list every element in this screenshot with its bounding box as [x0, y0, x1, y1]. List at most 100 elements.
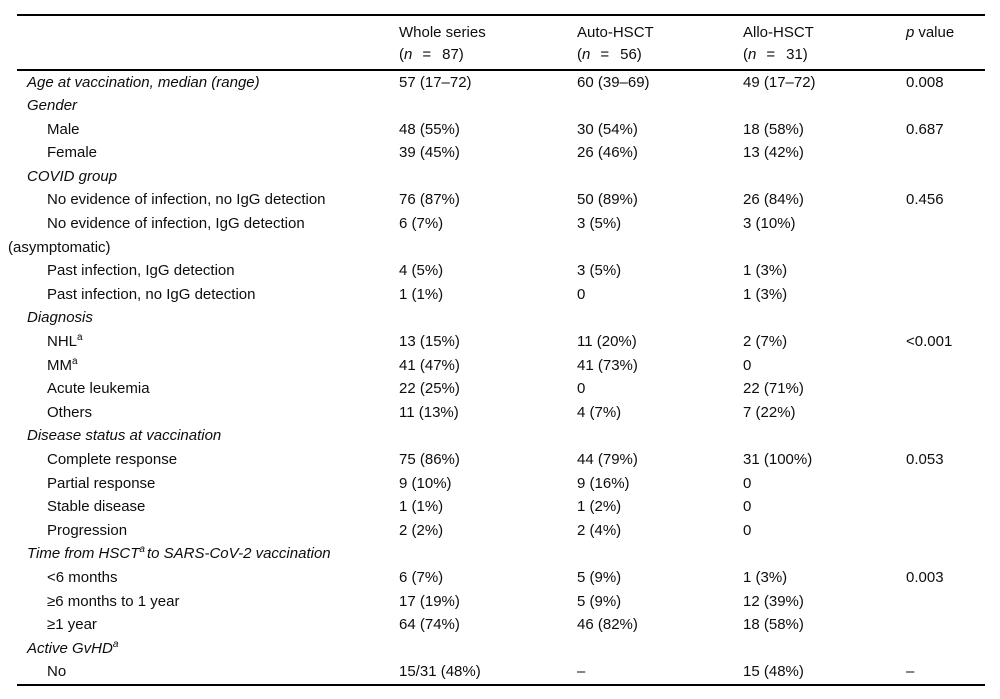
cell-value: [577, 236, 743, 260]
table-row: Age at vaccination, median (range) 57 (17…: [0, 71, 1000, 95]
row-label: No evidence of infection, IgG detection: [0, 212, 399, 236]
cell-value: [743, 165, 906, 189]
cell-value: [743, 542, 906, 566]
cell-value: 9 (10%): [399, 474, 452, 492]
row-label: Progression: [0, 519, 399, 543]
row-label-text: No: [47, 663, 67, 681]
row-label: Partial response: [0, 472, 399, 496]
column-title: Auto-HSCT: [577, 23, 654, 41]
cell-value: [906, 236, 1000, 260]
cell-value: 31 (100%): [743, 451, 813, 468]
cell-value: 1 (3%): [743, 568, 788, 586]
cell-value: 15/31 (48%): [399, 663, 481, 681]
table-top-rule: [17, 14, 985, 16]
row-label: ≥1 year: [0, 613, 399, 637]
cell-value: 11 (13%): [399, 403, 459, 421]
table-row: Partial response 9 (10%) 9 (16%) 0: [0, 472, 1000, 496]
row-label: NHLa: [0, 330, 399, 354]
row-label-text: No evidence of infection, no IgG detecti…: [47, 191, 326, 209]
row-label-text: Past infection, no IgG detection: [47, 285, 256, 303]
row-label-text: ≥6 months to 1 year: [47, 592, 180, 610]
section-row: Active GvHDa: [0, 637, 1000, 661]
section-row: Disease status at vaccination: [0, 424, 1000, 448]
cell-value: [399, 94, 577, 118]
cell-value: [906, 613, 1000, 637]
cell-value: 0: [743, 521, 752, 539]
section-row: Gender: [0, 94, 1000, 118]
cell-value: [906, 542, 1000, 566]
cell-value: [399, 637, 577, 661]
table-row: No evidence of infection, IgG detection 6…: [0, 212, 1000, 236]
cell-value: [906, 94, 1000, 118]
column-header-whole-series: Whole series (n = 87): [399, 22, 577, 66]
cell-value: [577, 165, 743, 189]
p-value-label: value: [918, 23, 955, 41]
row-label-text: <6 months: [47, 568, 118, 586]
row-label-text: Progression: [47, 521, 128, 539]
cell-value: [906, 259, 1000, 283]
row-label: No evidence of infection, no IgG detecti…: [0, 188, 399, 212]
row-label-text: Stable disease: [47, 498, 146, 516]
row-label-text: Male: [47, 120, 80, 138]
cell-value: 0.053: [906, 451, 944, 468]
cell-value: 22 (71%): [743, 380, 804, 398]
cell-value: [906, 495, 1000, 519]
row-label: Gender: [0, 94, 399, 118]
row-label: <6 months: [0, 566, 399, 590]
cell-value: [399, 306, 577, 330]
row-label: Age at vaccination, median (range): [0, 71, 399, 95]
row-label: MMa: [0, 354, 399, 378]
cell-value: 46 (82%): [577, 616, 638, 634]
row-label-text: Past infection, IgG detection: [47, 262, 235, 280]
cell-value: 15 (48%): [743, 663, 804, 681]
table-row: Stable disease 1 (1%) 1 (2%) 0: [0, 495, 1000, 519]
table-row: (asymptomatic): [0, 236, 1000, 260]
row-label-text: Acute leukemia: [47, 380, 150, 398]
cell-value: 4 (5%): [399, 262, 444, 280]
table-row: ≥6 months to 1 year 17 (19%) 5 (9%) 12 (39%…: [0, 590, 1000, 614]
column-header-allo-hsct: Allo-HSCT (n = 31): [743, 22, 906, 66]
cell-value: 0: [743, 498, 752, 516]
table-row: Others 11 (13%) 4 (7%) 7 (22%): [0, 401, 1000, 425]
row-label-text: Complete response: [47, 451, 178, 468]
cell-value: 6 (7%): [399, 215, 444, 233]
row-label: Past infection, no IgG detection: [0, 283, 399, 307]
cell-value: 0: [743, 356, 752, 374]
cell-value: 0: [577, 380, 586, 398]
cell-value: [906, 519, 1000, 543]
cell-value: 17 (19%): [399, 592, 460, 610]
column-header-p-value: p value: [906, 22, 1000, 66]
cell-value: [743, 236, 906, 260]
cell-value: 1 (3%): [743, 262, 788, 280]
cell-value: 2 (2%): [399, 521, 444, 539]
row-label-text: Others: [47, 403, 93, 421]
table-row: Complete response 75 (86%) 44 (79%) 31 (100…: [0, 448, 1000, 472]
cell-value: [906, 377, 1000, 401]
row-label-text: Female: [47, 144, 98, 162]
column-n-count: (n = 87): [399, 45, 464, 63]
table-row: No 15/31 (48%) – 15 (48%) –: [0, 660, 1000, 684]
cell-value: 26 (46%): [577, 144, 638, 162]
cell-value: 2 (4%): [577, 521, 622, 539]
cell-value: [906, 424, 1000, 448]
footnote-marker: a: [139, 544, 145, 556]
cell-value: 0.008: [906, 73, 944, 91]
cell-value: –: [906, 663, 915, 681]
cell-value: [906, 590, 1000, 614]
footnote-marker: a: [72, 355, 78, 367]
cell-value: 39 (45%): [399, 144, 460, 162]
cell-value: [906, 283, 1000, 307]
cell-value: [577, 94, 743, 118]
cell-value: [906, 637, 1000, 661]
column-title: Whole series: [399, 23, 486, 41]
cell-value: [399, 542, 577, 566]
cell-value: 6 (7%): [399, 568, 444, 586]
row-label-text: Partial response: [47, 474, 156, 492]
cell-value: [906, 306, 1000, 330]
row-label: ≥6 months to 1 year: [0, 590, 399, 614]
cell-value: 12 (39%): [743, 592, 804, 610]
cell-value: 76 (87%): [399, 191, 460, 209]
table-header-row: Whole series (n = 87) Auto-HSCT (n = 56) All…: [0, 16, 1000, 69]
cell-value: 0.456: [906, 191, 944, 209]
